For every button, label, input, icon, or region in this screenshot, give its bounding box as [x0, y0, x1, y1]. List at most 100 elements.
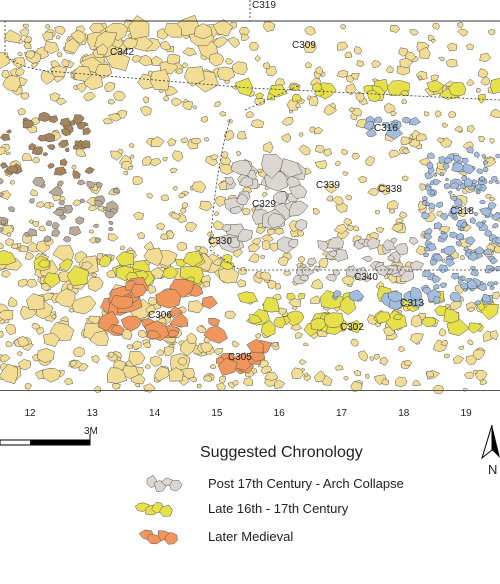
stone: [424, 232, 433, 240]
stone: [44, 24, 51, 29]
stone: [23, 35, 32, 44]
stone: [412, 299, 425, 308]
stone: [351, 73, 360, 80]
stone: [32, 176, 46, 187]
stone: [188, 300, 205, 314]
stone: [53, 166, 67, 176]
stone: [326, 195, 333, 202]
north-arrow: N: [481, 424, 500, 477]
stone: [86, 180, 96, 189]
stone: [206, 231, 215, 238]
stone: [409, 237, 419, 246]
stone: [235, 193, 249, 205]
stone: [344, 51, 353, 58]
stone: [399, 271, 415, 282]
stone: [409, 260, 424, 271]
stone: [112, 188, 121, 194]
stone: [182, 250, 204, 267]
stone: [43, 41, 60, 54]
stone: [250, 119, 265, 129]
stone: [478, 68, 488, 79]
stone: [57, 180, 64, 186]
stone: [169, 167, 179, 174]
stone: [484, 230, 493, 237]
stone: [57, 139, 69, 148]
stone: [335, 364, 344, 371]
stone: [261, 240, 272, 250]
stone: [466, 145, 474, 154]
stone: [108, 221, 114, 226]
context-label: C339: [316, 180, 340, 191]
stone: [367, 187, 379, 196]
stone: [341, 275, 355, 286]
stone: [431, 274, 442, 284]
stone: [439, 282, 448, 289]
stone: [98, 254, 111, 268]
stone: [309, 295, 320, 304]
context-label: C340: [354, 272, 378, 283]
stone: [232, 61, 248, 76]
stone: [288, 297, 301, 307]
grid-label: 15: [211, 408, 223, 419]
stone: [113, 90, 126, 101]
stone: [163, 22, 182, 38]
stone: [347, 225, 355, 232]
stone: [215, 382, 226, 391]
stone: [160, 194, 169, 202]
stone: [146, 192, 153, 199]
stone: [421, 316, 437, 327]
stone: [171, 97, 184, 107]
stone: [142, 341, 152, 348]
stone: [248, 243, 261, 252]
stone: [46, 144, 56, 151]
stone: [59, 117, 72, 128]
stone: [443, 307, 460, 324]
stone: [361, 255, 373, 262]
stone: [166, 53, 181, 65]
stone: [237, 228, 253, 242]
stone: [196, 383, 202, 389]
stone: [488, 28, 496, 36]
stone: [482, 293, 491, 303]
stone: [1, 269, 11, 278]
stone: [30, 189, 38, 197]
stone: [450, 204, 461, 215]
legend-item: Late 16th - 17th Century: [208, 501, 349, 516]
stone: [43, 272, 61, 289]
stone: [379, 356, 389, 366]
stone: [450, 272, 459, 280]
stone: [164, 346, 175, 356]
stone: [88, 229, 94, 234]
stone: [236, 151, 242, 156]
stone: [461, 164, 475, 175]
stone: [477, 93, 486, 104]
stone: [273, 191, 288, 204]
stone: [295, 331, 303, 339]
stone: [354, 46, 363, 55]
stone: [55, 34, 61, 40]
stone: [285, 310, 305, 327]
stone: [62, 235, 71, 243]
stone: [128, 350, 146, 366]
stone: [384, 102, 396, 114]
stone: [181, 202, 189, 209]
stone: [391, 121, 398, 127]
stone: [17, 278, 29, 288]
stone: [61, 58, 70, 67]
stone: [217, 66, 236, 82]
stone: [49, 65, 68, 78]
stone: [398, 211, 408, 219]
stone: [471, 183, 476, 187]
stone: [177, 357, 188, 366]
stone: [427, 167, 435, 175]
stone: [348, 322, 358, 331]
stone: [465, 355, 477, 365]
stone: [0, 219, 7, 225]
stone: [209, 364, 217, 370]
stone: [314, 160, 328, 169]
stone: [231, 340, 240, 348]
context-label: C316: [374, 123, 398, 134]
stone: [288, 238, 299, 248]
stone: [304, 61, 312, 69]
